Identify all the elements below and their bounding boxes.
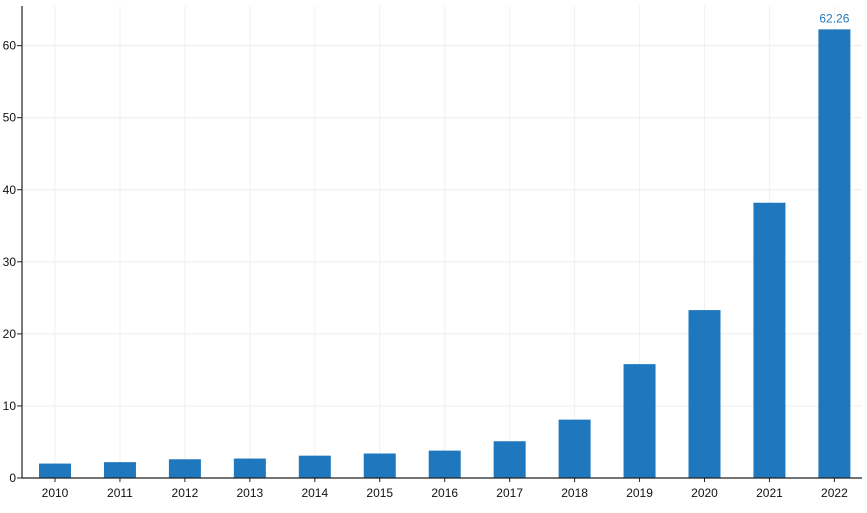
data-label-2022: 62.26 (819, 11, 849, 25)
x-tick-label: 2017 (496, 486, 523, 500)
x-tick-label: 2011 (107, 486, 133, 500)
axes (21, 6, 862, 479)
y-tick-label: 50 (3, 111, 17, 125)
y-tick-label: 40 (3, 183, 17, 197)
x-tick-label: 2015 (366, 486, 393, 500)
bar-2018 (558, 419, 591, 478)
x-tick-label: 2019 (626, 486, 653, 500)
bar-2019 (623, 364, 656, 478)
x-tick-label: 2022 (821, 486, 848, 500)
bar-2022 (818, 29, 851, 479)
bar-2021 (753, 202, 786, 478)
bar-2014 (298, 455, 331, 478)
x-tick-label: 2020 (691, 486, 718, 500)
bar-2012 (168, 459, 201, 478)
bar-2020 (688, 310, 721, 478)
x-tick-label: 2016 (431, 486, 458, 500)
y-tick-label: 60 (3, 39, 17, 53)
x-tick-label: 2021 (756, 486, 783, 500)
bar-2013 (233, 458, 266, 478)
y-tick-label: 30 (3, 255, 17, 269)
x-tick-label: 2018 (561, 486, 588, 500)
gridlines (17, 6, 862, 479)
x-tick-label: 2012 (172, 486, 199, 500)
x-tick-label: 2010 (42, 486, 69, 500)
bar-2015 (363, 453, 396, 478)
bar-2016 (428, 450, 461, 478)
y-tick-label: 10 (3, 399, 17, 413)
bar-2017 (493, 441, 526, 478)
y-tick-label: 20 (3, 327, 17, 341)
y-tick-label: 0 (9, 471, 16, 485)
bars (39, 29, 851, 479)
tick-labels: 0 10 20 30 40 50 60 2010 2011 2012 2013 2014 2015 201… (3, 11, 850, 500)
x-tick-label: 2013 (236, 486, 263, 500)
bar-2010 (39, 463, 71, 478)
bar-2011 (103, 462, 136, 478)
x-tick-label: 2014 (301, 486, 328, 500)
